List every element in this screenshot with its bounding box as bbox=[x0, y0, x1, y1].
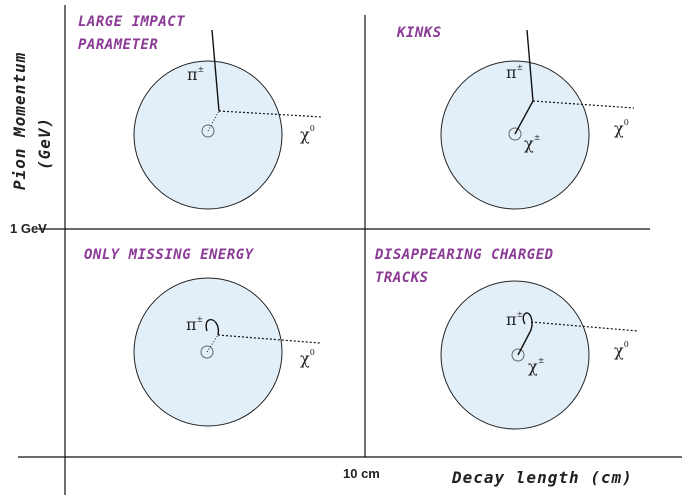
detector bbox=[441, 61, 589, 209]
quadrant-title: ONLY MISSING ENERGY bbox=[84, 247, 255, 263]
quadrant-title: DISAPPEARING CHARGED bbox=[374, 247, 554, 263]
quadrant-title: KINKS bbox=[396, 25, 442, 41]
y-axis-label: (GeV) bbox=[35, 117, 54, 170]
superscript: ± bbox=[534, 133, 541, 142]
symbol: π bbox=[186, 315, 197, 334]
neutralino-label: χ0 bbox=[614, 118, 629, 138]
symbol: χ bbox=[528, 357, 538, 376]
neutralino-label: χ0 bbox=[614, 340, 629, 360]
symbol: χ bbox=[300, 125, 310, 144]
superscript: 0 bbox=[624, 340, 629, 349]
detector bbox=[134, 61, 282, 209]
detector bbox=[441, 281, 589, 429]
symbol: χ bbox=[300, 349, 310, 368]
superscript: ± bbox=[517, 63, 524, 72]
neutralino-label: χ0 bbox=[300, 124, 315, 144]
symbol: χ bbox=[524, 134, 534, 153]
symbol: χ bbox=[614, 119, 624, 138]
superscript: 0 bbox=[310, 124, 315, 133]
x-axis-label: Decay length (cm) bbox=[451, 468, 633, 487]
detector bbox=[134, 278, 282, 426]
neutralino-label: χ0 bbox=[300, 348, 315, 368]
superscript: ± bbox=[198, 65, 205, 74]
x-tick-label: 10 cm bbox=[343, 466, 380, 481]
quadrant-title: TRACKS bbox=[375, 270, 429, 286]
quadrant-title: PARAMETER bbox=[78, 37, 158, 53]
symbol: π bbox=[506, 310, 517, 329]
quadrant-title: LARGE IMPACT bbox=[78, 14, 185, 30]
symbol: π bbox=[187, 65, 198, 84]
symbol: χ bbox=[614, 341, 624, 360]
superscript: ± bbox=[197, 315, 204, 324]
superscript: 0 bbox=[624, 118, 629, 127]
superscript: ± bbox=[517, 310, 524, 319]
y-tick-label: 1 GeV bbox=[10, 221, 47, 236]
superscript: ± bbox=[538, 356, 545, 365]
diagram: Pion Momentum (GeV) Decay length (cm) 1 … bbox=[0, 0, 682, 499]
superscript: 0 bbox=[310, 348, 315, 357]
symbol: π bbox=[506, 63, 517, 82]
y-axis-label: Pion Momentum bbox=[10, 52, 29, 190]
